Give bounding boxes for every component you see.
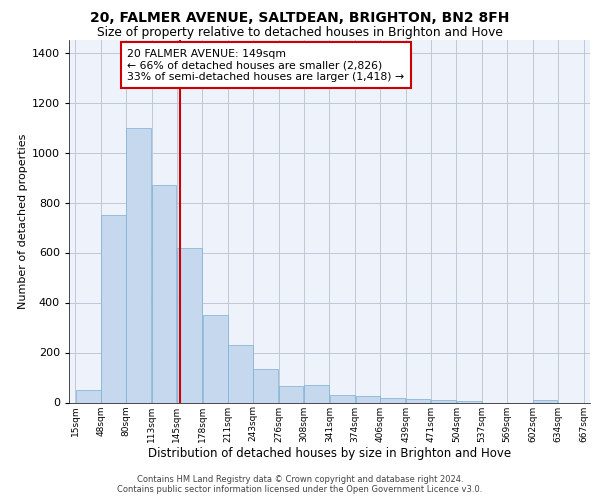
Text: Size of property relative to detached houses in Brighton and Hove: Size of property relative to detached ho… [97, 26, 503, 39]
Bar [101, 215, 125, 402]
Bar [533, 400, 557, 402]
Bar [406, 399, 430, 402]
Bar [380, 398, 406, 402]
Bar [177, 248, 202, 402]
Bar [76, 390, 101, 402]
Bar [127, 128, 151, 402]
Bar [330, 395, 355, 402]
Text: 20, FALMER AVENUE, SALTDEAN, BRIGHTON, BN2 8FH: 20, FALMER AVENUE, SALTDEAN, BRIGHTON, B… [91, 11, 509, 25]
Bar [203, 315, 227, 402]
Y-axis label: Number of detached properties: Number of detached properties [17, 134, 28, 309]
Bar [253, 369, 278, 402]
Bar [229, 345, 253, 403]
Bar [152, 185, 176, 402]
Text: Contains HM Land Registry data © Crown copyright and database right 2024.
Contai: Contains HM Land Registry data © Crown c… [118, 474, 482, 494]
Bar [279, 386, 303, 402]
Bar [304, 385, 329, 402]
X-axis label: Distribution of detached houses by size in Brighton and Hove: Distribution of detached houses by size … [148, 447, 511, 460]
Bar [431, 400, 456, 402]
Bar [356, 396, 380, 402]
Text: 20 FALMER AVENUE: 149sqm
← 66% of detached houses are smaller (2,826)
33% of sem: 20 FALMER AVENUE: 149sqm ← 66% of detach… [127, 49, 404, 82]
Bar [457, 401, 482, 402]
